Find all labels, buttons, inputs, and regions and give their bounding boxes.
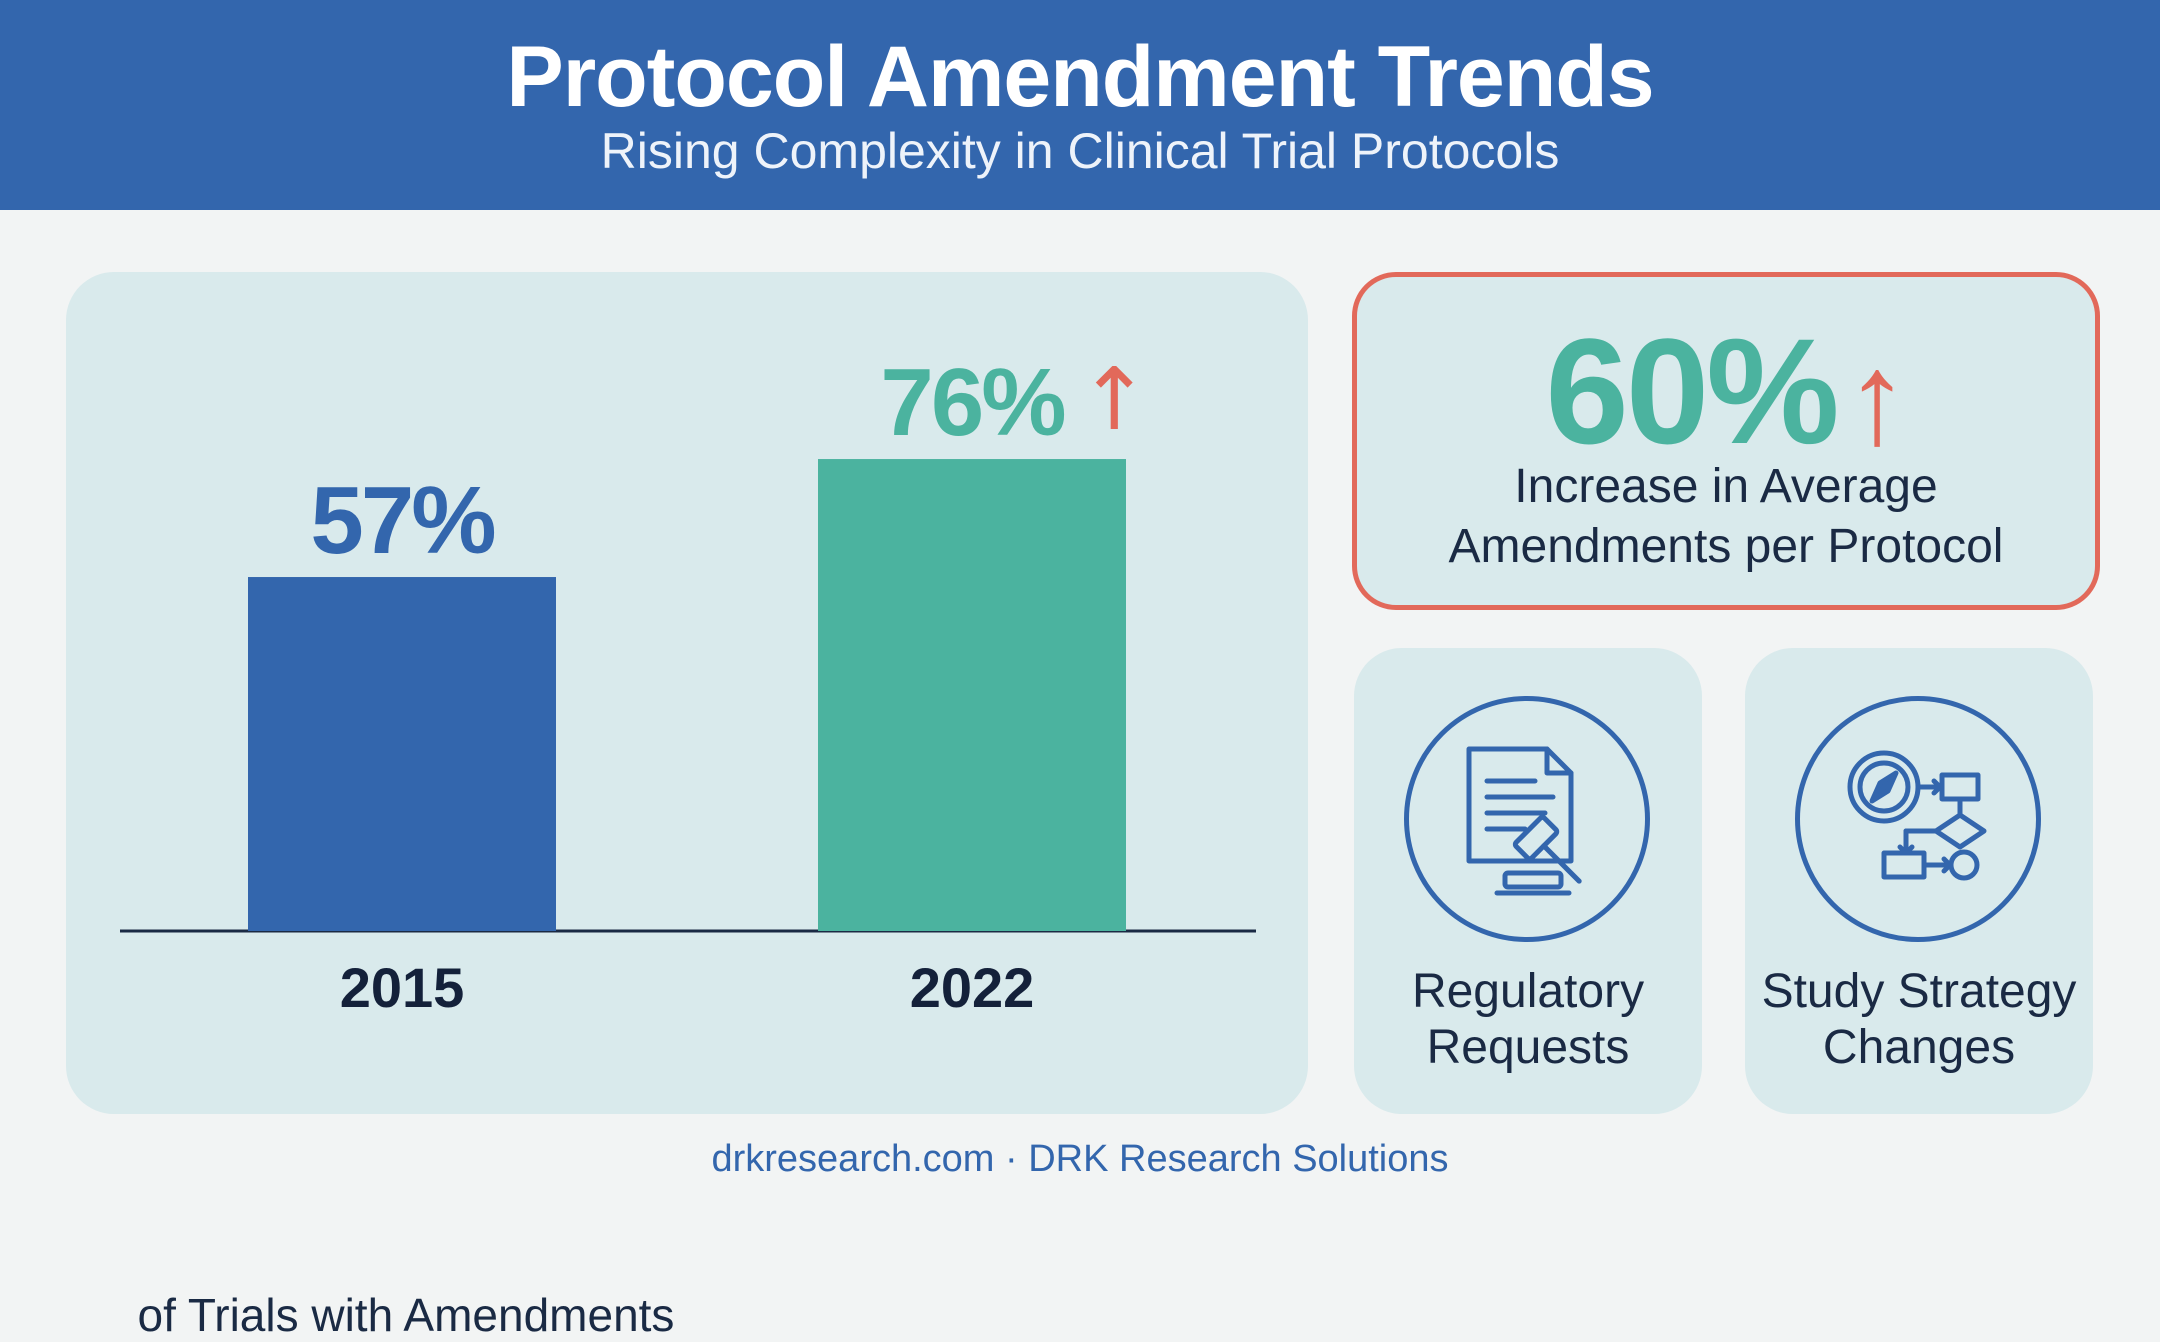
arrow-up-icon: ↑ [1078,350,1150,450]
factor-card-strategy: Study Strategy Changes [1745,648,2093,1114]
page-title: Protocol Amendment Trends [506,29,1654,125]
bar-value-label: 57% [310,467,494,574]
stat-card: 60%↑ Increase in Average Amendments per … [1352,272,2100,610]
arrow-up-icon: ↑ [1844,325,1910,471]
bar-2015 [248,577,556,931]
footer-credit: drkresearch.com · DRK Research Solutions [711,1138,1449,1180]
bar-chart: 57% 2015 76% ↑ 2022 [120,349,1256,1019]
page-subtitle: Rising Complexity in Clinical Trial Prot… [600,123,1560,179]
factor-label-line2: Changes [1822,1021,2016,1074]
strategy-flowchart-compass-icon [1795,696,2041,942]
factor-label-line1: Study Strategy [1761,965,2077,1018]
stat-value: 60%↑ [1357,305,2095,478]
stat-label-line2: Amendments per Protocol [1448,520,2004,573]
factor-label-line1: Regulatory [1411,965,1645,1018]
bar-chart-panel: 57% 2015 76% ↑ 2022 of Trials with Amendment… [66,272,1308,1341]
chart-caption: of Trials with Amendments [137,1289,675,1341]
factor-label: Study Strategy Changes [1745,964,2093,1076]
stat-label-line1: Increase in Average [1514,460,1938,513]
bar-2022 [818,459,1126,931]
stat-number: 60% [1545,307,1839,475]
header-banner: Protocol Amendment Trends Rising Complex… [0,0,2160,210]
regulatory-document-gavel-icon [1404,696,1650,942]
factor-label-line2: Requests [1426,1021,1630,1074]
x-tick-label: 2015 [340,956,465,1019]
factor-card-regulatory: Regulatory Requests [1354,648,1702,1114]
x-tick-label: 2022 [910,956,1035,1019]
bar-value-label: 76% [880,349,1064,456]
factor-label: Regulatory Requests [1354,964,1702,1076]
stat-label: Increase in Average Amendments per Proto… [1357,457,2095,577]
